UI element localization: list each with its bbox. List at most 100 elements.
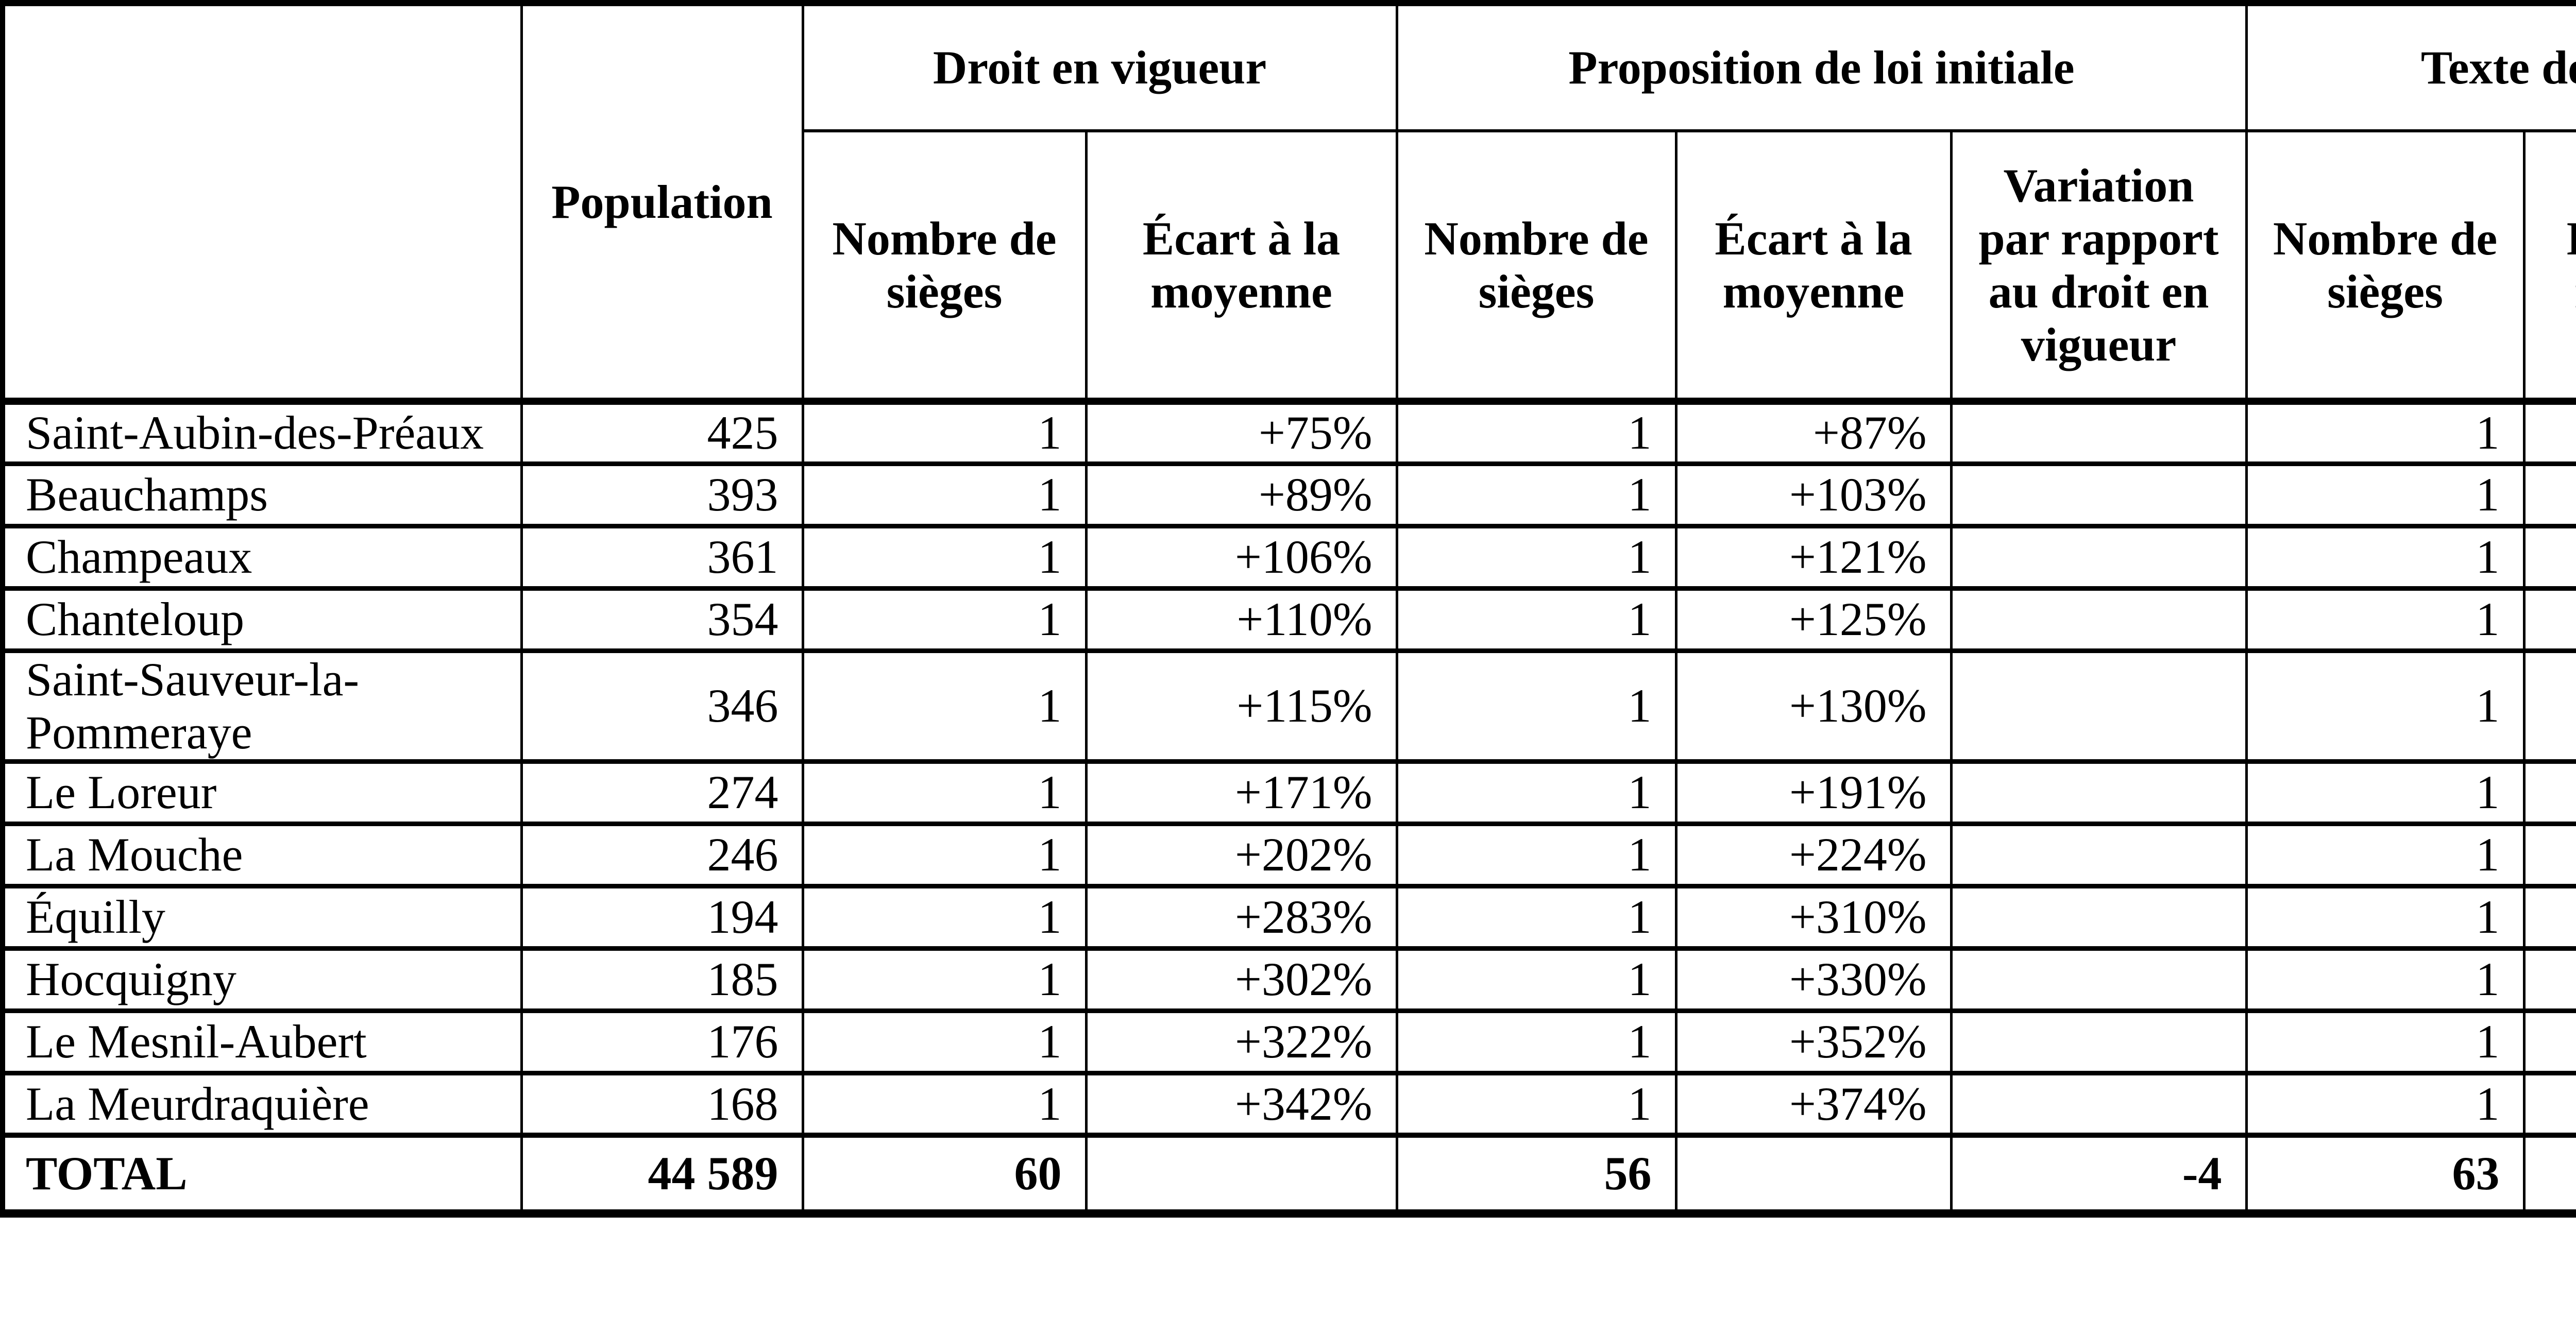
pl-nombre-sieges-cell: 1 [1395,1008,1677,1075]
tc-nombre-sieges-cell: 1 [2245,461,2526,528]
tc-ecart-moyenne-cell: +158% [2522,759,2576,826]
population-header: Population [520,3,804,405]
pl-nombre-sieges-cell: 1 [1395,821,1677,888]
dv-ecart-moyenne-cell: +115% [1084,648,1398,764]
dv-nombre-sieges-cell: 1 [801,461,1088,528]
pl-nombre-sieges-cell: 1 [1395,946,1677,1013]
pl-ecart-moyenne-cell: +125% [1674,586,1953,653]
dv-ecart-moyenne-cell: +106% [1084,523,1398,591]
group-header-droit-en-vigueur: Droit en vigueur [801,3,1398,132]
population-cell: 246 [520,821,804,888]
pl-variation-cell [1950,759,2248,826]
pl-nombre-sieges-cell: 1 [1395,1070,1677,1138]
pl-variation-cell [1950,399,2248,466]
seats-allocation-table: Population Droit en vigueur Proposition … [0,0,2576,1218]
commune-name-cell: La Meurdraquière [1,1070,523,1138]
commune-name-cell: Saint-Sauveur-la- Pommeraye [1,648,523,764]
commune-name-cell: Champeaux [1,523,523,591]
dv-nombre-sieges-cell: 1 [801,759,1088,826]
corner-cell [1,3,523,405]
population-cell: 44 589 [520,1133,804,1216]
dv-nombre-sieges-cell: 1 [801,1008,1088,1075]
tc-ecart-moyenne-cell: +96% [2522,523,2576,591]
population-cell: 361 [520,523,804,591]
subheader-tc-nombre-sieges: Nombre de sièges [2245,131,2526,405]
dv-ecart-moyenne-cell: +110% [1084,586,1398,653]
population-cell: 176 [520,1008,804,1075]
pl-variation-cell [1950,946,2248,1013]
tc-nombre-sieges-cell: 1 [2245,759,2526,826]
pl-variation-cell [1950,821,2248,888]
dv-nombre-sieges-cell: 1 [801,399,1088,466]
tc-nombre-sieges-cell: 1 [2245,399,2526,466]
pl-nombre-sieges-cell: 1 [1395,399,1677,466]
pl-variation-cell [1950,461,2248,528]
dv-ecart-moyenne-cell: +89% [1084,461,1398,528]
commune-name-cell: Équilly [1,883,523,951]
population-cell: 194 [520,883,804,951]
tc-nombre-sieges-cell: 1 [2245,1008,2526,1075]
subheader-dv-ecart-moyenne: Écart à la moyenne [1084,131,1398,405]
pl-ecart-moyenne-cell [1674,1133,1953,1216]
sub-header-row: Nombre de sièges Écart à la moyenne Nomb… [3,131,2576,405]
group-header-proposition-loi-initiale: Proposition de loi initiale [1395,3,2248,132]
commune-name-cell: Hocquigny [1,946,523,1013]
tc-ecart-moyenne-cell: +80% [2522,461,2576,528]
pl-variation-cell [1950,648,2248,764]
tc-ecart-moyenne-cell: +283% [2522,946,2576,1013]
pl-variation-cell: -4 [1950,1133,2248,1216]
pl-ecart-moyenne-cell: +191% [1674,759,1953,826]
tc-ecart-moyenne-cell: +105% [2522,648,2576,764]
population-cell: 354 [520,586,804,653]
tc-ecart-moyenne-cell: +67% [2522,399,2576,466]
commune-name-cell: TOTAL [1,1133,523,1216]
dv-nombre-sieges-cell: 1 [801,946,1088,1013]
dv-ecart-moyenne-cell: +322% [1084,1008,1398,1075]
pl-ecart-moyenne-cell: +103% [1674,461,1953,528]
tc-nombre-sieges-cell: 1 [2245,883,2526,951]
pl-ecart-moyenne-cell: +87% [1674,399,1953,466]
pl-nombre-sieges-cell: 1 [1395,523,1677,591]
subheader-pl-variation: Variation par rapport au droit en vigueu… [1950,131,2248,405]
pl-variation-cell [1950,1008,2248,1075]
commune-name-cell: Le Loreur [1,759,523,826]
pl-nombre-sieges-cell: 56 [1395,1133,1677,1216]
commune-name-cell: Saint-Aubin-des-Préaux [1,399,523,466]
tc-nombre-sieges-cell: 1 [2245,523,2526,591]
group-header-row: Population Droit en vigueur Proposition … [1,3,2576,405]
dv-nombre-sieges-cell: 1 [801,883,1088,951]
pl-ecart-moyenne-cell: +121% [1674,523,1953,591]
dv-nombre-sieges-cell: 1 [801,523,1088,591]
pl-ecart-moyenne-cell: +310% [1674,883,1953,951]
tc-nombre-sieges-cell: 63 [2245,1133,2526,1216]
table-row: Saint-Sauveur-la- Pommeraye 346 1 +115% 1 +13… [1,648,2576,764]
dv-nombre-sieges-cell: 1 [801,1070,1088,1138]
pl-nombre-sieges-cell: 1 [1395,648,1677,764]
population-cell: 168 [520,1070,804,1138]
commune-name-cell: Le Mesnil-Aubert [1,1008,523,1075]
pl-nombre-sieges-cell: 1 [1395,883,1677,951]
dv-ecart-moyenne-cell: +302% [1084,946,1398,1013]
tc-ecart-moyenne-cell: +265% [2522,883,2576,951]
dv-ecart-moyenne-cell: +202% [1084,821,1398,888]
subheader-pl-nombre-sieges: Nombre de sièges [1395,131,1677,405]
pl-ecart-moyenne-cell: +352% [1674,1008,1953,1075]
population-cell: 185 [520,946,804,1013]
tc-nombre-sieges-cell: 1 [2245,1070,2526,1138]
pl-variation-cell [1950,1070,2248,1138]
subheader-dv-nombre-sieges: Nombre de sièges [801,131,1088,405]
pl-ecart-moyenne-cell: +224% [1674,821,1953,888]
dv-ecart-moyenne-cell: +342% [1084,1070,1398,1138]
subheader-pl-ecart-moyenne: Écart à la moyenne [1674,131,1953,405]
pl-ecart-moyenne-cell: +330% [1674,946,1953,1013]
tc-nombre-sieges-cell: 1 [2245,586,2526,653]
